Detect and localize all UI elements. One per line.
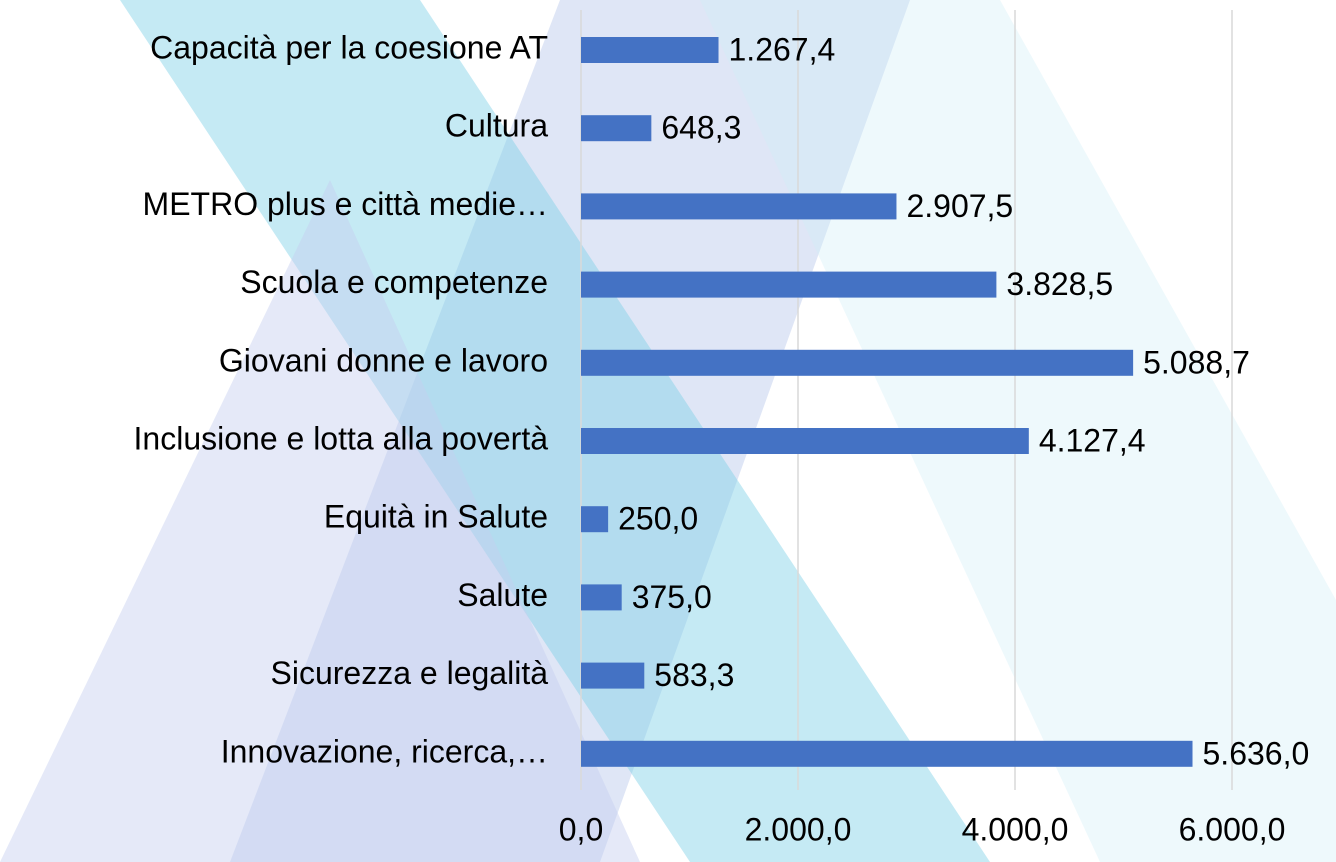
- data-label: 583,3: [654, 657, 734, 693]
- bar: [581, 349, 1134, 376]
- data-label: 5.636,0: [1203, 735, 1310, 771]
- data-label: 2.907,5: [906, 188, 1013, 224]
- bar: [581, 506, 609, 533]
- bar: [581, 193, 897, 220]
- data-label: 1.267,4: [729, 31, 836, 67]
- y-tick-label: Inclusione e lotta alla povertà: [134, 420, 549, 456]
- data-label: 375,0: [632, 579, 712, 615]
- bar: [581, 271, 997, 298]
- bar: [581, 740, 1193, 767]
- bar: [581, 584, 622, 611]
- bg-shape: [120, 0, 990, 862]
- y-tick-label: Sicurezza e legalità: [271, 655, 549, 691]
- y-tick-label: Giovani donne e lavoro: [219, 342, 548, 378]
- bar: [581, 37, 719, 63]
- y-tick-label: Cultura: [445, 108, 548, 144]
- data-label: 648,3: [661, 110, 741, 146]
- x-tick-label: 0,0: [559, 811, 603, 847]
- bar: [581, 115, 652, 142]
- data-label: 4.127,4: [1039, 422, 1146, 458]
- data-label: 5.088,7: [1143, 344, 1250, 380]
- y-tick-label: Innovazione, ricerca,…: [221, 733, 548, 769]
- bg-shape: [0, 180, 640, 862]
- y-tick-label: Scuola e competenze: [240, 264, 548, 300]
- x-tick-label: 2.000,0: [745, 811, 852, 847]
- bar: [581, 428, 1029, 454]
- data-label: 250,0: [618, 501, 698, 537]
- y-tick-label: Equità in Salute: [324, 499, 548, 535]
- bar: [581, 662, 645, 689]
- y-tick-label: METRO plus e città medie…: [143, 186, 548, 222]
- x-tick-label: 6.000,0: [1179, 811, 1286, 847]
- x-tick-label: 4.000,0: [962, 811, 1069, 847]
- y-tick-label: Salute: [457, 577, 548, 613]
- y-tick-label: Capacità per la coesione AT: [150, 29, 548, 65]
- data-label: 3.828,5: [1006, 266, 1113, 302]
